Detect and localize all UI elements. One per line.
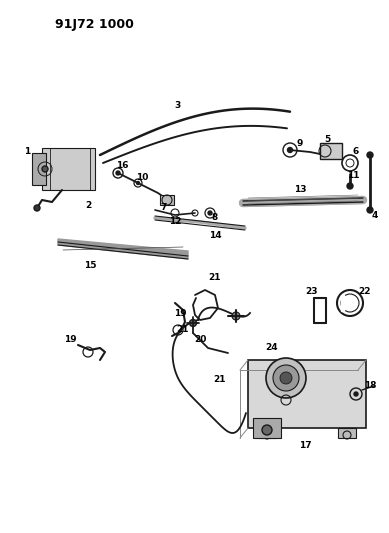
Bar <box>42 148 95 190</box>
Bar <box>258 428 276 438</box>
Text: 19: 19 <box>64 335 76 344</box>
Text: 6: 6 <box>353 148 359 157</box>
Text: 18: 18 <box>364 381 376 390</box>
Text: 7: 7 <box>161 204 167 213</box>
Polygon shape <box>58 239 188 259</box>
Circle shape <box>266 358 306 398</box>
Circle shape <box>367 152 373 158</box>
Circle shape <box>232 312 240 320</box>
Text: 5: 5 <box>324 135 330 144</box>
Text: 19: 19 <box>173 309 186 318</box>
Text: 10: 10 <box>136 174 148 182</box>
Text: 23: 23 <box>306 287 318 296</box>
Bar <box>160 195 174 205</box>
Text: 4: 4 <box>372 211 378 220</box>
Text: 21: 21 <box>177 326 189 335</box>
Circle shape <box>34 205 40 211</box>
Text: 16: 16 <box>116 160 128 169</box>
Circle shape <box>137 182 140 184</box>
Bar <box>32 153 46 185</box>
Circle shape <box>116 171 120 175</box>
Circle shape <box>280 372 292 384</box>
Text: 21: 21 <box>209 273 221 282</box>
Text: 3: 3 <box>175 101 181 109</box>
Text: 8: 8 <box>212 214 218 222</box>
Text: 15: 15 <box>84 261 96 270</box>
Text: 24: 24 <box>266 343 278 352</box>
Circle shape <box>273 365 299 391</box>
Circle shape <box>262 425 272 435</box>
Text: 12: 12 <box>169 217 181 227</box>
Bar <box>338 428 356 438</box>
Circle shape <box>347 183 353 189</box>
Text: 13: 13 <box>294 185 306 195</box>
Text: 9: 9 <box>297 139 303 148</box>
Text: 1: 1 <box>24 148 30 157</box>
Bar <box>320 143 342 159</box>
Circle shape <box>42 166 48 172</box>
Text: 22: 22 <box>359 287 371 296</box>
Polygon shape <box>341 295 344 311</box>
Circle shape <box>287 148 293 152</box>
Circle shape <box>189 319 196 327</box>
Text: 91J72 1000: 91J72 1000 <box>55 18 134 31</box>
Text: 11: 11 <box>347 171 359 180</box>
Text: 17: 17 <box>299 440 311 449</box>
Text: 20: 20 <box>194 335 206 344</box>
Text: 21: 21 <box>214 376 226 384</box>
Bar <box>253 418 281 438</box>
Circle shape <box>367 207 373 213</box>
Bar <box>248 360 366 428</box>
Circle shape <box>354 392 358 396</box>
Circle shape <box>208 211 212 215</box>
Text: 2: 2 <box>85 200 91 209</box>
Text: 14: 14 <box>209 230 221 239</box>
